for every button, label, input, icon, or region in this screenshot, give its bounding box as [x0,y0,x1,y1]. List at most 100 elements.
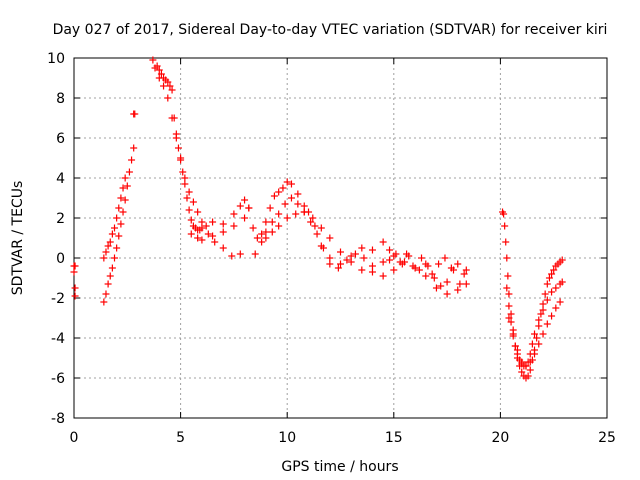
data-point [258,230,266,238]
data-point [424,262,432,270]
data-point [125,168,133,176]
data-point [275,210,283,218]
data-point [524,372,532,380]
data-point [443,290,451,298]
data-point [334,264,342,272]
data-point [379,238,387,246]
data-point [558,256,566,264]
data-point [189,198,197,206]
data-point [249,224,257,232]
data-point [518,368,526,376]
y-tick-label: 4 [56,171,65,187]
data-point [368,246,376,254]
data-point [543,296,551,304]
data-point [337,260,344,268]
data-point [102,290,110,298]
data-point [449,266,457,274]
data-point [319,244,327,252]
data-point [500,210,508,218]
y-tick-label: 2 [56,211,65,227]
data-point [275,222,283,230]
data-point [71,292,79,300]
data-point [337,248,344,256]
data-point [172,134,180,142]
data-point [460,270,468,278]
data-point [262,234,270,242]
data-point [507,318,515,326]
data-point [168,114,176,122]
data-point [502,238,510,246]
data-point [400,258,408,266]
data-point [155,74,163,82]
y-tick-label: 0 [56,251,65,267]
data-point [294,200,302,208]
data-point [70,268,78,276]
data-point [168,86,176,94]
data-point [326,254,334,262]
data-point [531,330,539,338]
data-point [209,232,217,240]
data-point [166,82,174,90]
data-point [537,310,545,318]
data-point [204,230,212,238]
y-axis-label: SDTVAR / TECUs [10,181,26,296]
data-point [518,358,526,366]
data-point [552,304,560,312]
plot-frame [73,57,608,419]
data-point [181,174,189,182]
x-tick-label: 20 [491,430,509,446]
data-point [415,266,423,274]
data-point [108,264,116,272]
data-point [108,230,116,238]
data-point [115,232,123,240]
data-point [505,302,513,310]
data-point [541,290,549,298]
y-tick-label: -6 [51,371,65,387]
data-point [104,242,112,250]
data-point [300,208,308,216]
data-point [71,262,79,270]
data-point [360,254,368,262]
data-point [368,268,376,276]
data-point [522,362,530,370]
data-point [505,290,513,298]
data-point [358,266,366,274]
data-point [262,218,270,226]
data-point [313,230,321,238]
axis-ticks: 0 5 10 15 20 25 -8 -6 -4 -2 0 2 4 6 8 10 [47,51,616,446]
data-point [258,238,266,246]
data-point [104,280,112,288]
data-point [270,192,278,200]
data-point [539,300,547,308]
data-point [558,278,566,286]
data-point [281,200,289,208]
data-point [287,180,295,188]
data-point [266,204,274,212]
data-point [343,256,351,264]
data-point [511,342,519,350]
data-point [283,178,291,186]
data-point [358,244,366,252]
data-point [462,266,470,274]
data-point [287,194,295,202]
data-point [179,168,187,176]
data-point [326,234,334,242]
data-point [251,250,259,258]
data-point [543,320,551,328]
data-point [539,306,547,314]
data-point [113,244,121,252]
data-point [351,250,359,258]
data-point [187,216,195,224]
data-point [202,222,210,230]
y-tick-label: -2 [51,291,65,307]
data-point [100,298,108,306]
data-point [379,272,387,280]
data-point [275,188,283,196]
data-point [454,260,462,268]
data-series [70,56,566,382]
data-point [535,316,543,324]
data-point [552,284,560,292]
data-point [155,66,163,74]
data-point [300,202,308,210]
data-point [309,214,317,222]
